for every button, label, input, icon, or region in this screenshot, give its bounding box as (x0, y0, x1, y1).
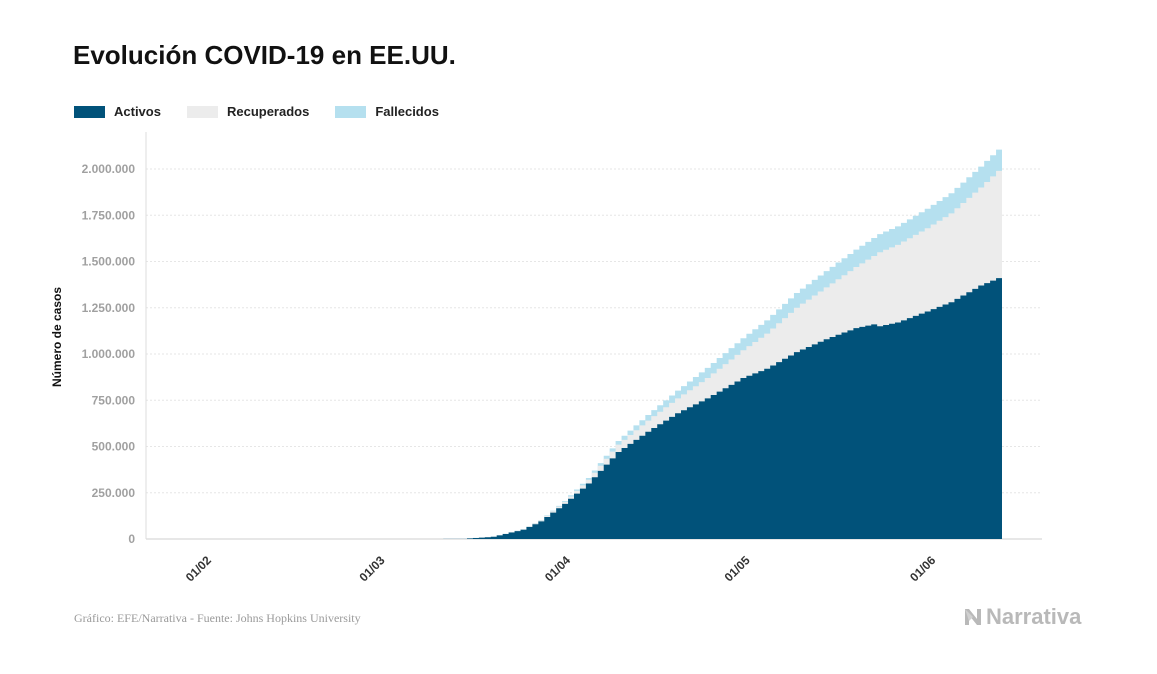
legend-item-0: Activos (74, 104, 161, 119)
brand-name: Narrativa (986, 604, 1082, 629)
brand-logo: Narrativa (963, 604, 1081, 630)
source-note: Gráfico: EFE/Narrativa - Fuente: Johns H… (74, 611, 361, 625)
y-tick-label-5: 1.250.000 (82, 301, 136, 315)
narrativa-logo-icon (965, 609, 981, 625)
y-tick-label-8: 2.000.000 (82, 162, 136, 176)
legend-swatch-0 (74, 105, 105, 118)
y-tick-label-3: 750.000 (92, 393, 136, 407)
legend: Activos Recuperados Fallecidos (74, 104, 465, 119)
x-axis: 01/02 01/03 01/04 01/05 01/06 (183, 553, 939, 584)
chart-svg: 0 250.000 500.000 750.000 1.000.000 1.250.000… (50, 132, 1042, 584)
plot-area (146, 149, 1002, 539)
chart-title: Evolución COVID-19 en EE.UU. (73, 40, 456, 70)
y-tick-label-4: 1.000.000 (82, 347, 136, 361)
legend-label-0: Activos (114, 104, 161, 119)
legend-item-1: Recuperados (186, 104, 310, 119)
legend-swatch-2 (335, 105, 367, 118)
legend-label-2: Fallecidos (375, 104, 439, 119)
y-tick-label-0: 0 (128, 532, 135, 546)
y-axis: 0 250.000 500.000 750.000 1.000.000 1.250.000… (82, 162, 136, 546)
y-tick-label-6: 1.500.000 (82, 255, 136, 269)
y-axis-title: Número de casos (50, 287, 64, 387)
legend-item-2: Fallecidos (335, 104, 439, 119)
legend-swatch-1 (186, 105, 218, 118)
y-tick-label-7: 1.750.000 (82, 208, 136, 222)
area-series-0 (146, 278, 1002, 539)
legend-label-1: Recuperados (226, 104, 310, 119)
x-tick-label-4: 01/06 (907, 553, 938, 584)
y-tick-label-2: 500.000 (92, 440, 136, 454)
x-tick-label-3: 01/05 (722, 553, 753, 584)
x-tick-label-1: 01/03 (356, 553, 387, 584)
y-tick-label-1: 250.000 (92, 486, 136, 500)
x-tick-label-2: 01/04 (542, 553, 573, 584)
x-tick-label-0: 01/02 (183, 553, 214, 584)
